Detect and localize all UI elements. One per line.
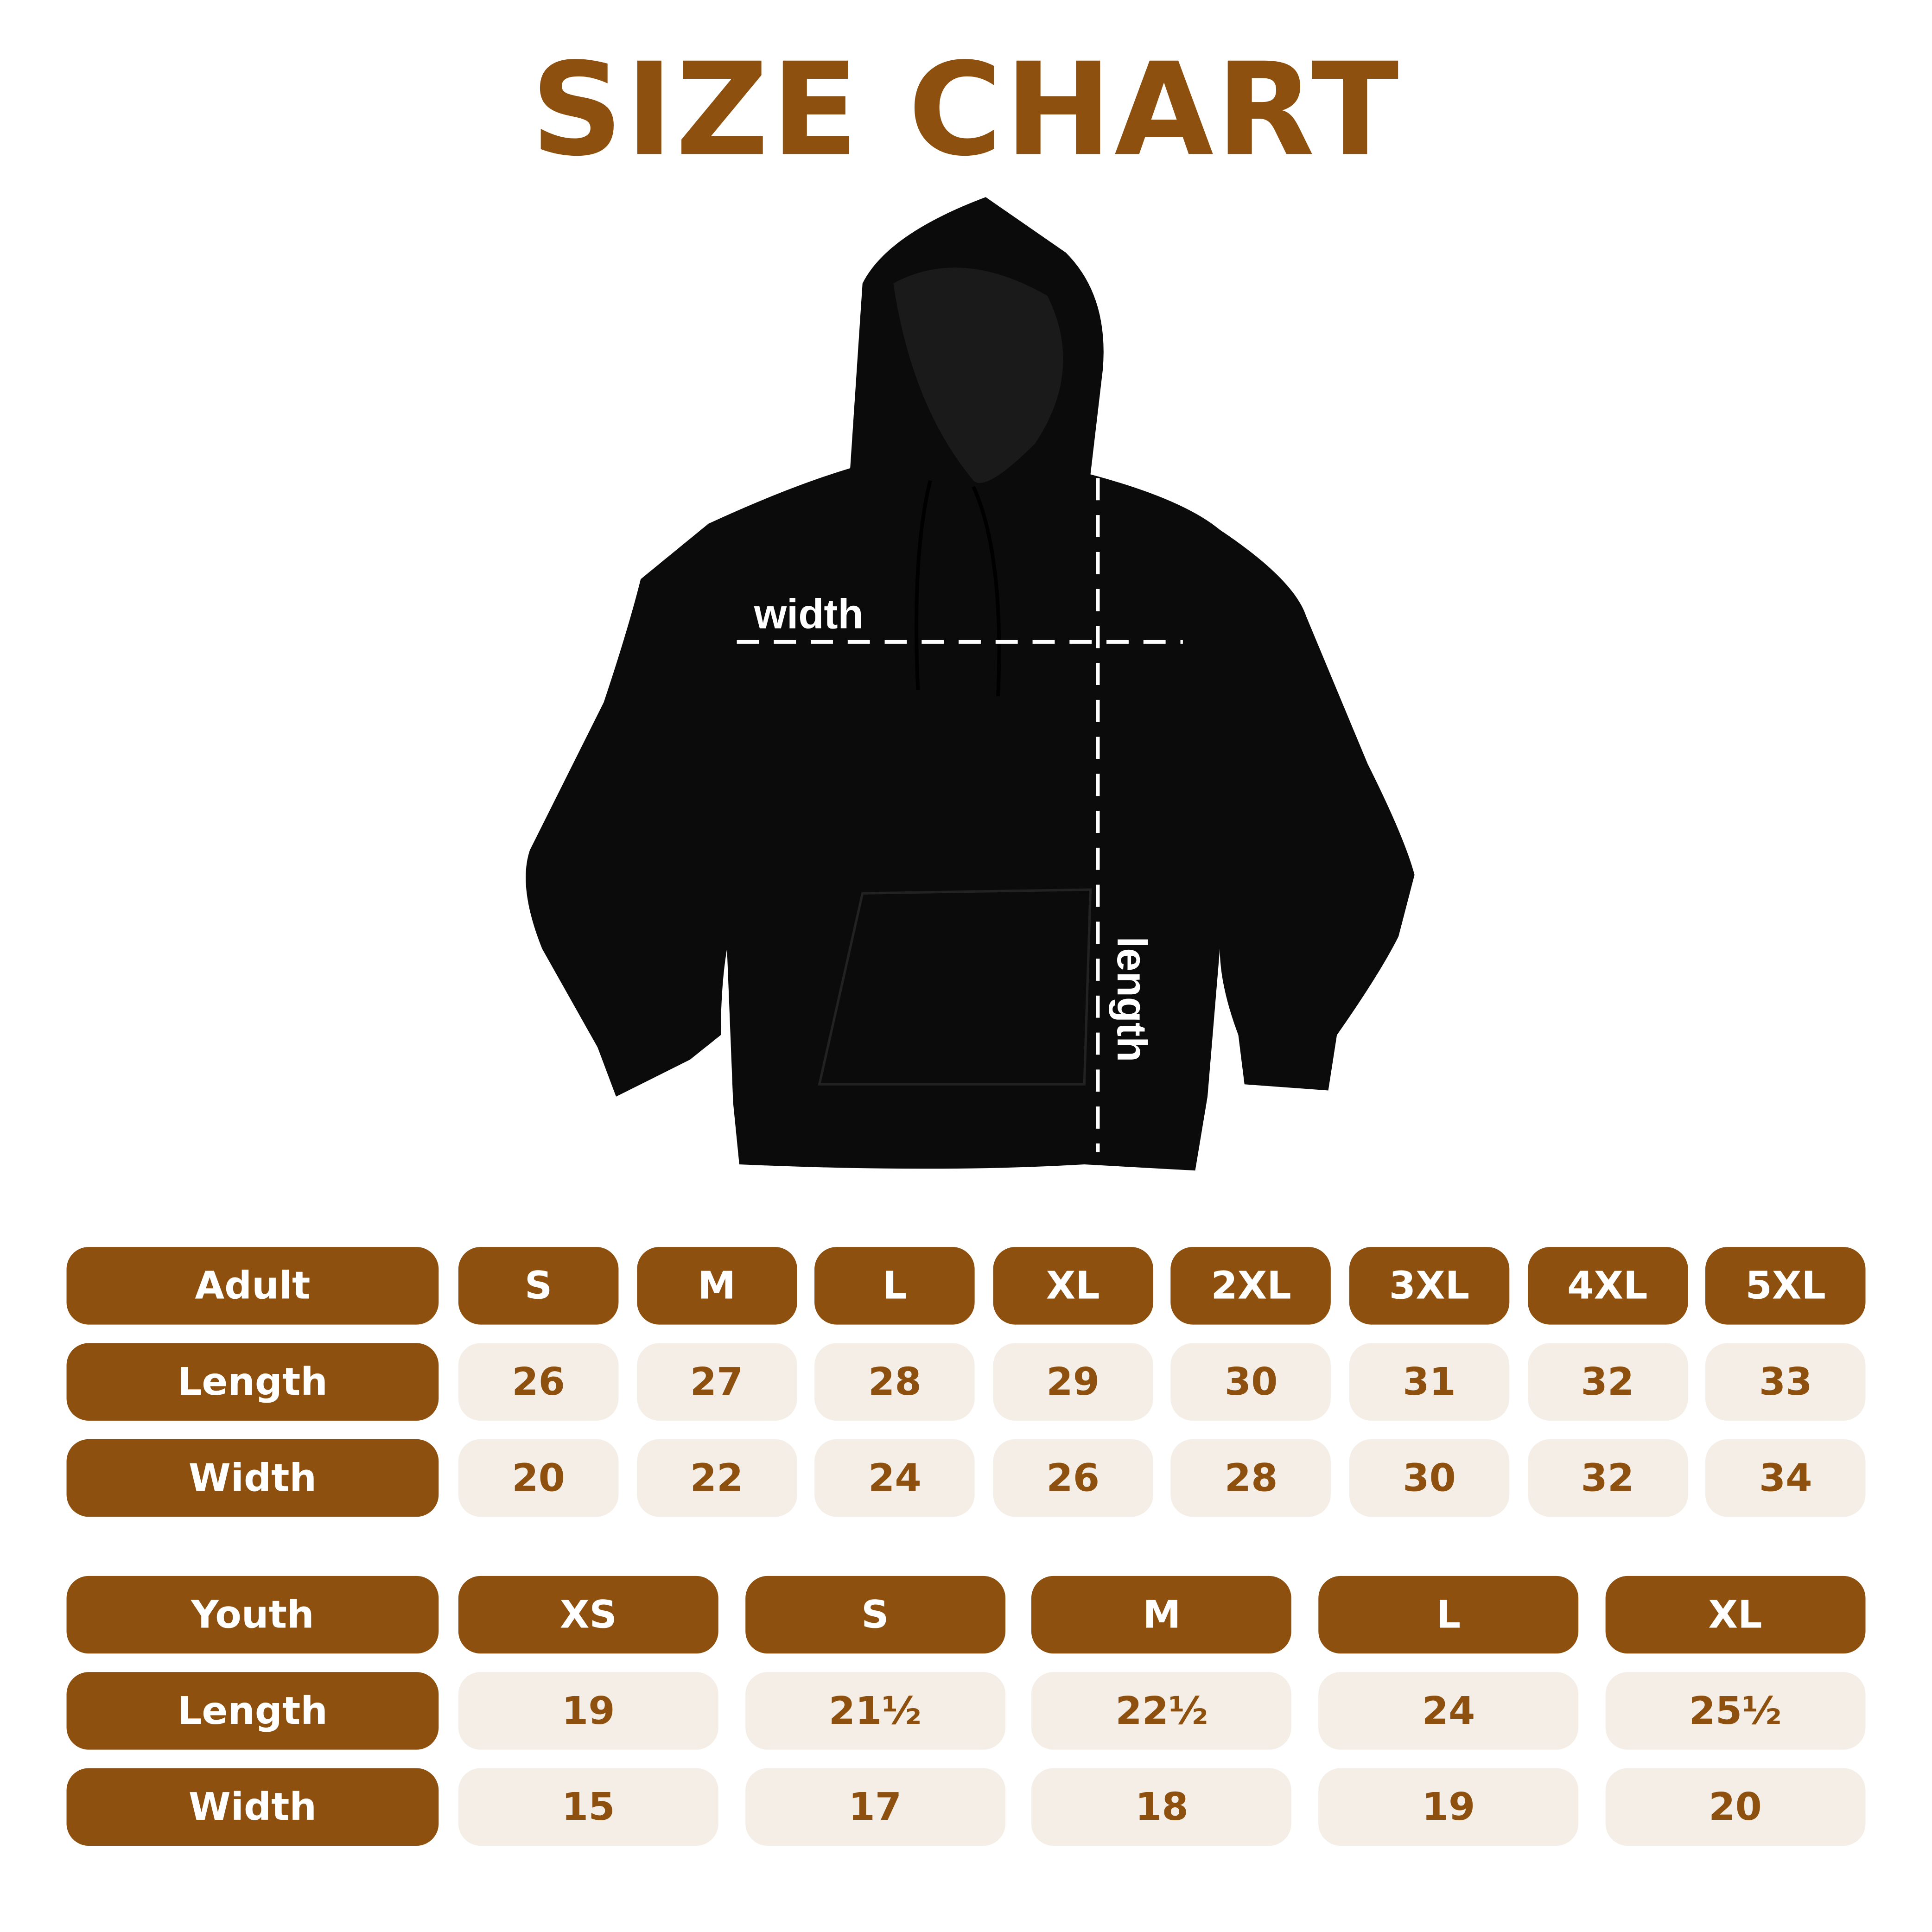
adult-size-header: XL [992,1247,1153,1325]
youth-value-cell: 17 [745,1768,1005,1846]
youth-value-cell: 24 [1318,1672,1579,1750]
youth-header-label: Youth [66,1576,439,1654]
youth-size-header: XS [458,1576,718,1654]
youth-value-cell: 22½ [1031,1672,1292,1750]
adult-size-header: M [636,1247,797,1325]
adult-value-cell: 34 [1705,1439,1866,1517]
adult-size-header: 2XL [1171,1247,1331,1325]
adult-value-cell: 30 [1349,1439,1510,1517]
youth-value-cell: 19 [458,1672,718,1750]
youth-row-label: Length [66,1672,439,1750]
adult-value-cell: 30 [1171,1343,1331,1421]
adult-size-header: L [814,1247,975,1325]
youth-value-cell: 21½ [745,1672,1005,1750]
width-label: width [754,591,864,638]
adult-size-header: 5XL [1705,1247,1866,1325]
length-label: length [1108,936,1155,1062]
adult-value-cell: 28 [814,1343,975,1421]
hoodie-image: width length [526,197,1415,1171]
adult-size-header: S [458,1247,619,1325]
adult-value-cell: 20 [458,1439,619,1517]
adult-value-cell: 28 [1171,1439,1331,1517]
adult-value-cell: 33 [1705,1343,1866,1421]
youth-size-header: S [745,1576,1005,1654]
adult-size-header: 3XL [1349,1247,1510,1325]
adult-value-cell: 22 [636,1439,797,1517]
hoodie-body [526,197,1415,1171]
youth-row-label: Width [66,1768,439,1846]
youth-value-cell: 25½ [1605,1672,1865,1750]
hoodie-hood-interior [893,267,1063,483]
youth-size-header: L [1318,1576,1579,1654]
youth-value-cell: 15 [458,1768,718,1846]
adult-value-cell: 26 [992,1439,1153,1517]
adult-row-label: Width [66,1439,439,1517]
youth-value-cell: 20 [1605,1768,1865,1846]
adult-row-label: Length [66,1343,439,1421]
youth-size-header: XL [1605,1576,1865,1654]
hoodie-pocket [818,888,1092,1086]
adult-header-label: Adult [66,1247,439,1325]
adult-value-cell: 26 [458,1343,619,1421]
youth-value-cell: 18 [1031,1768,1292,1846]
adult-value-cell: 27 [636,1343,797,1421]
adult-value-cell: 32 [1527,1439,1688,1517]
page-title: SIZE CHART [531,34,1401,185]
youth-value-cell: 19 [1318,1768,1579,1846]
hoodie-drawstrings [915,480,1001,697]
adult-value-cell: 24 [814,1439,975,1517]
adult-value-cell: 32 [1527,1343,1688,1421]
adult-size-header: 4XL [1527,1247,1688,1325]
adult-value-cell: 31 [1349,1343,1510,1421]
adult-value-cell: 29 [992,1343,1153,1421]
youth-size-header: M [1031,1576,1292,1654]
